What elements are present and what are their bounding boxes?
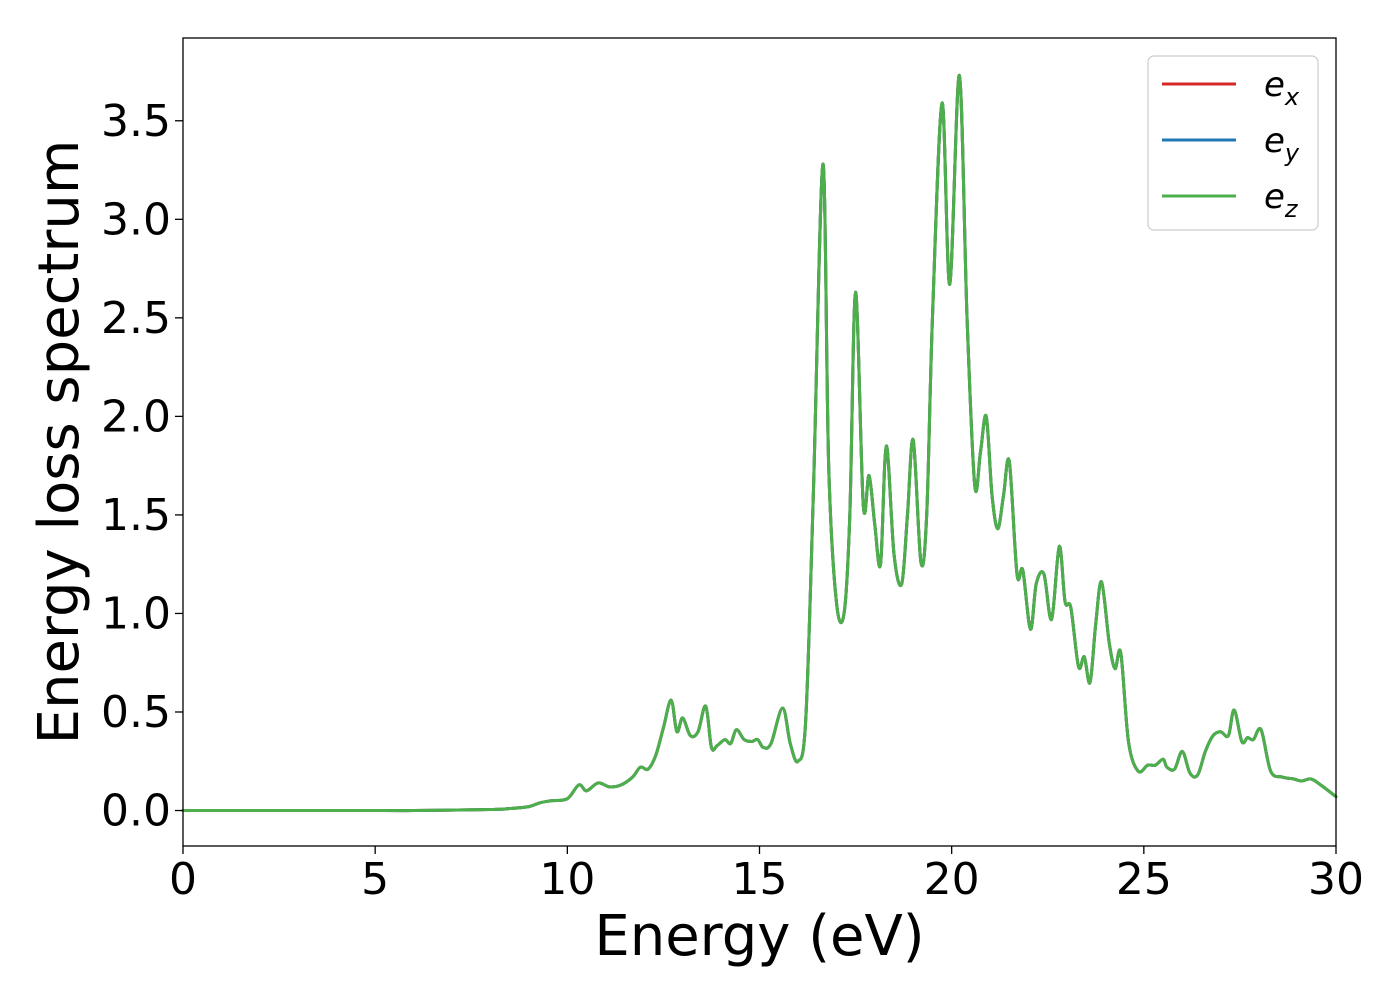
y-tick-label: 0.5 [101,687,171,738]
legend: ex ey ez [1147,55,1319,231]
x-tick-label: 20 [924,854,980,905]
y-tick-label: 1.5 [101,490,171,541]
x-tick-label: 30 [1308,854,1364,905]
plot-area-background [183,38,1336,846]
y-tick-label: 1.0 [101,588,171,639]
series-group [181,73,1338,813]
y-tick-label: 2.5 [101,293,171,344]
x-tick-label: 0 [169,854,197,905]
x-axis-label: Energy (eV) [594,904,924,969]
x-tick-label: 5 [361,854,389,905]
series-line-e_z [181,73,1338,813]
y-axis-label: Energy loss spectrum [27,140,92,745]
x-tick-label: 15 [732,854,788,905]
legend-label-e_x: ex [1264,65,1300,111]
legend-box [1147,55,1319,231]
y-tick-label: 0.0 [101,786,171,837]
x-tick-label: 25 [1116,854,1172,905]
x-tick-label: 10 [539,854,595,905]
y-axis-ticks: 0.0 0.5 1.0 1.5 2.0 2.5 3.0 3.5 [101,96,183,837]
y-tick-label: 3.0 [101,194,171,245]
legend-label-e_y: ey [1264,121,1300,167]
x-axis-ticks: 0 5 10 15 20 25 30 [169,846,1364,905]
y-tick-label: 3.5 [101,96,171,147]
y-tick-label: 2.0 [101,391,171,442]
legend-label-e_z: ez [1264,177,1299,223]
